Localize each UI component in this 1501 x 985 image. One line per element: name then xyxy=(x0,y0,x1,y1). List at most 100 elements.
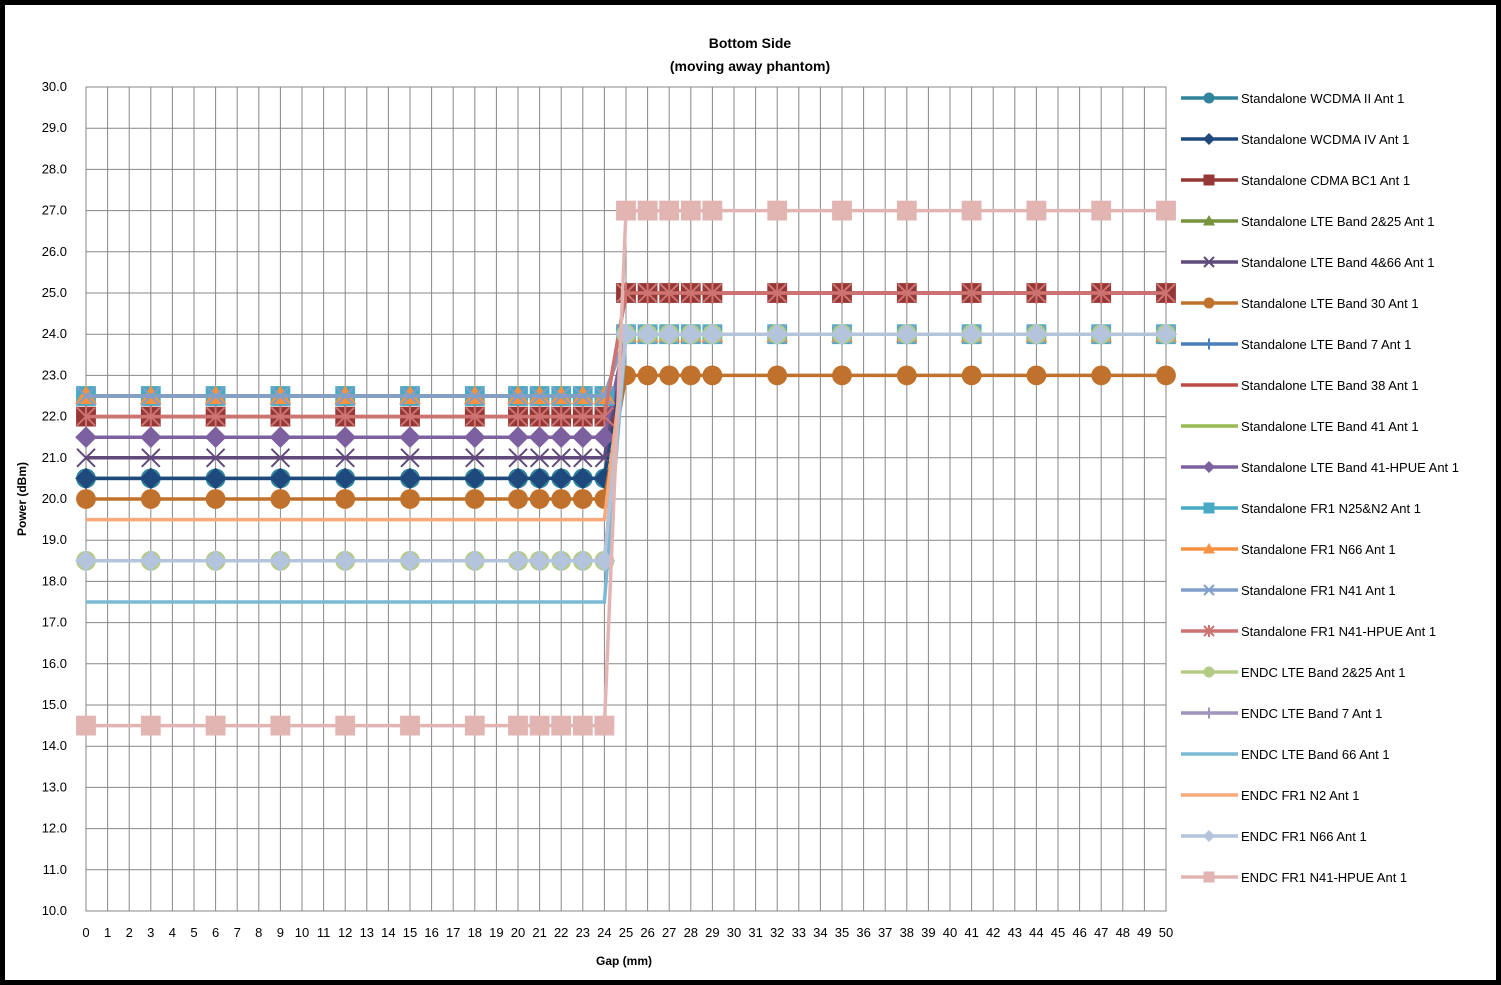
x-tick-label: 20 xyxy=(511,925,525,940)
data-point xyxy=(1203,338,1215,350)
data-point xyxy=(551,405,571,428)
data-point xyxy=(1203,92,1215,104)
data-point xyxy=(270,405,291,428)
data-point xyxy=(961,282,982,304)
data-point xyxy=(961,200,982,221)
data-point xyxy=(615,323,637,345)
data-point xyxy=(1091,282,1111,304)
data-point xyxy=(896,365,917,386)
data-point xyxy=(636,323,659,345)
data-point xyxy=(573,448,593,468)
data-point xyxy=(399,426,421,448)
data-point xyxy=(637,365,658,386)
data-point xyxy=(1091,200,1112,221)
data-point xyxy=(464,489,485,509)
data-point xyxy=(1090,323,1112,345)
y-tick-label: 21.0 xyxy=(42,450,67,465)
y-tick-label: 29.0 xyxy=(42,120,67,135)
data-point xyxy=(508,405,528,428)
y-tick-label: 18.0 xyxy=(42,573,67,588)
data-point xyxy=(465,448,485,468)
x-tick-label: 13 xyxy=(360,925,374,940)
data-point xyxy=(551,448,571,468)
legend-entry: Standalone LTE Band 4&66 Ant 1 xyxy=(1181,255,1434,270)
data-point xyxy=(680,200,701,221)
data-point xyxy=(465,405,485,428)
data-point xyxy=(767,365,788,386)
series-19 xyxy=(76,200,1176,736)
data-point xyxy=(141,448,161,468)
legend-entry: Standalone LTE Band 41 Ant 1 xyxy=(1181,419,1419,434)
x-tick-label: 49 xyxy=(1137,925,1151,940)
x-tick-label: 25 xyxy=(619,925,633,940)
data-point xyxy=(205,386,226,406)
legend-label: Standalone FR1 N41-HPUE Ant 1 xyxy=(1241,624,1436,639)
data-point xyxy=(1203,133,1215,145)
data-point xyxy=(1156,365,1176,386)
series-line xyxy=(86,291,1166,419)
legend-entry: ENDC LTE Band 7 Ant 1 xyxy=(1181,706,1382,721)
legend-label: Standalone LTE Band 41-HPUE Ant 1 xyxy=(1241,460,1459,475)
legend-label: ENDC FR1 N66 Ant 1 xyxy=(1241,829,1367,844)
data-point xyxy=(1203,666,1215,678)
data-point xyxy=(140,467,162,490)
y-tick-label: 13.0 xyxy=(42,779,67,794)
legend-entry: Standalone WCDMA II Ant 1 xyxy=(1181,91,1404,106)
legend-label: Standalone FR1 N66 Ant 1 xyxy=(1241,542,1396,557)
data-point xyxy=(1155,323,1177,345)
data-point xyxy=(593,426,616,448)
data-point xyxy=(205,405,226,428)
data-point xyxy=(551,715,572,736)
y-tick-label: 15.0 xyxy=(42,697,67,712)
data-point xyxy=(551,489,572,509)
data-point xyxy=(528,426,551,448)
data-point xyxy=(205,715,226,736)
data-point xyxy=(334,550,356,572)
legend-entry: Standalone FR1 N25&N2 Ant 1 xyxy=(1181,501,1421,516)
data-point xyxy=(1203,215,1215,226)
legend-entry: ENDC FR1 N66 Ant 1 xyxy=(1181,829,1367,844)
x-tick-label: 45 xyxy=(1051,925,1065,940)
data-point xyxy=(1026,282,1047,304)
legend-label: ENDC LTE Band 66 Ant 1 xyxy=(1241,747,1390,762)
y-axis-label: Power (dBm) xyxy=(15,462,29,536)
data-point xyxy=(400,405,420,428)
x-tick-label: 16 xyxy=(424,925,438,940)
data-point xyxy=(529,448,550,468)
data-point xyxy=(573,405,593,428)
legend-label: Standalone LTE Band 4&66 Ant 1 xyxy=(1241,255,1434,270)
data-point xyxy=(400,715,420,736)
data-point xyxy=(141,405,161,428)
legend-entry: ENDC FR1 N2 Ant 1 xyxy=(1181,788,1360,803)
x-tick-label: 32 xyxy=(770,925,784,940)
x-tick-label: 19 xyxy=(489,925,503,940)
legend-entry: Standalone FR1 N41-HPUE Ant 1 xyxy=(1181,624,1436,639)
y-tick-label: 25.0 xyxy=(42,285,67,300)
data-point xyxy=(204,467,227,490)
x-tick-label: 30 xyxy=(727,925,741,940)
x-tick-label: 14 xyxy=(381,925,395,940)
data-point xyxy=(659,365,680,386)
x-tick-label: 24 xyxy=(597,925,611,940)
legend-label: ENDC FR1 N2 Ant 1 xyxy=(1241,788,1360,803)
data-point xyxy=(400,386,420,406)
x-tick-label: 6 xyxy=(212,925,219,940)
x-tick-label: 37 xyxy=(878,925,892,940)
data-point xyxy=(594,405,615,428)
data-point xyxy=(205,489,226,509)
x-tick-label: 28 xyxy=(684,925,698,940)
series-13 xyxy=(76,282,1176,428)
x-tick-label: 18 xyxy=(468,925,482,940)
x-tick-label: 44 xyxy=(1029,925,1043,940)
y-tick-label: 24.0 xyxy=(42,326,67,341)
data-point xyxy=(270,386,291,406)
legend-label: Standalone WCDMA II Ant 1 xyxy=(1241,91,1404,106)
data-point xyxy=(529,405,550,428)
y-tick-label: 14.0 xyxy=(42,738,67,753)
data-point xyxy=(140,550,162,572)
series-5 xyxy=(76,365,1176,509)
data-point xyxy=(637,200,658,221)
legend-entry: Standalone LTE Band 2&25 Ant 1 xyxy=(1181,214,1434,229)
